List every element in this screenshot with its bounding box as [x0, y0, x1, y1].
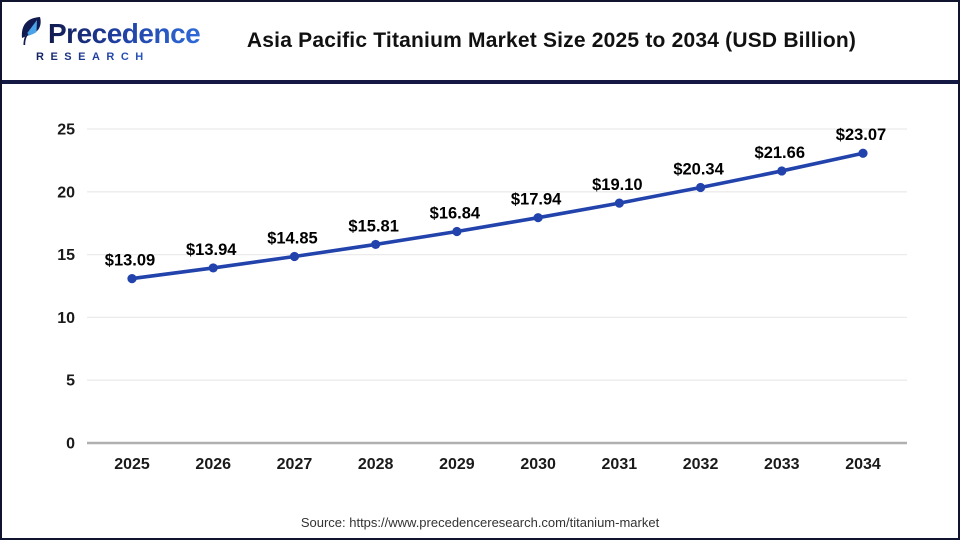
precedence-leaf-icon [20, 16, 46, 50]
data-point [371, 239, 381, 250]
data-point-label: $16.84 [430, 204, 481, 222]
x-tick-label: 2027 [277, 456, 313, 473]
source-note: Source: https://www.precedenceresearch.c… [300, 515, 660, 530]
chart-line [130, 151, 865, 281]
x-tick-label: 2030 [520, 456, 556, 473]
y-tick-label: 0 [66, 436, 75, 453]
data-point-label: $19.10 [592, 176, 642, 194]
chart-area: 0 5 10 15 20 25 2025 2026 2027 2028 2029 2030 2031 20… [2, 90, 960, 502]
x-tick-label: 2029 [439, 456, 475, 473]
logo-wordmark: Precedence [20, 16, 201, 50]
data-point-label: $13.94 [186, 241, 237, 259]
data-point [208, 263, 218, 273]
page-title: Asia Pacific Titanium Market Size 2025 t… [246, 29, 857, 52]
header: Precedence RESEARCH Asia Pacific Titaniu… [2, 2, 958, 84]
data-point-label: $13.09 [105, 252, 155, 270]
x-tick-label: 2034 [845, 456, 881, 473]
data-point [289, 251, 300, 262]
x-tick-label: 2026 [195, 456, 231, 473]
x-tick-label: 2025 [114, 456, 150, 473]
data-point [533, 213, 543, 223]
precedence-logo: Precedence RESEARCH [20, 16, 201, 63]
x-tick-label: 2033 [764, 456, 800, 473]
data-point-label: $15.81 [348, 217, 398, 235]
y-tick-label: 10 [57, 310, 75, 327]
data-point [777, 166, 787, 176]
data-point-label: $21.66 [755, 144, 805, 162]
y-tick-label: 15 [57, 247, 75, 264]
data-point [127, 273, 137, 284]
data-point [452, 226, 462, 237]
y-tick-label: 5 [66, 373, 75, 390]
data-point [695, 182, 706, 193]
data-point-label: $20.34 [673, 161, 724, 179]
data-point [858, 148, 868, 158]
x-tick-label: 2031 [602, 456, 638, 473]
x-tick-label: 2028 [358, 456, 394, 473]
logo-subname: RESEARCH [20, 51, 185, 63]
data-point-label: $14.85 [267, 229, 317, 247]
data-point-label: $23.07 [836, 126, 886, 144]
data-point [614, 198, 624, 208]
x-tick-label: 2032 [683, 456, 719, 473]
y-tick-label: 25 [57, 122, 75, 139]
logo-name: Precedence [48, 17, 201, 49]
y-tick-label: 20 [57, 184, 75, 201]
data-point-label: $17.94 [511, 191, 562, 209]
